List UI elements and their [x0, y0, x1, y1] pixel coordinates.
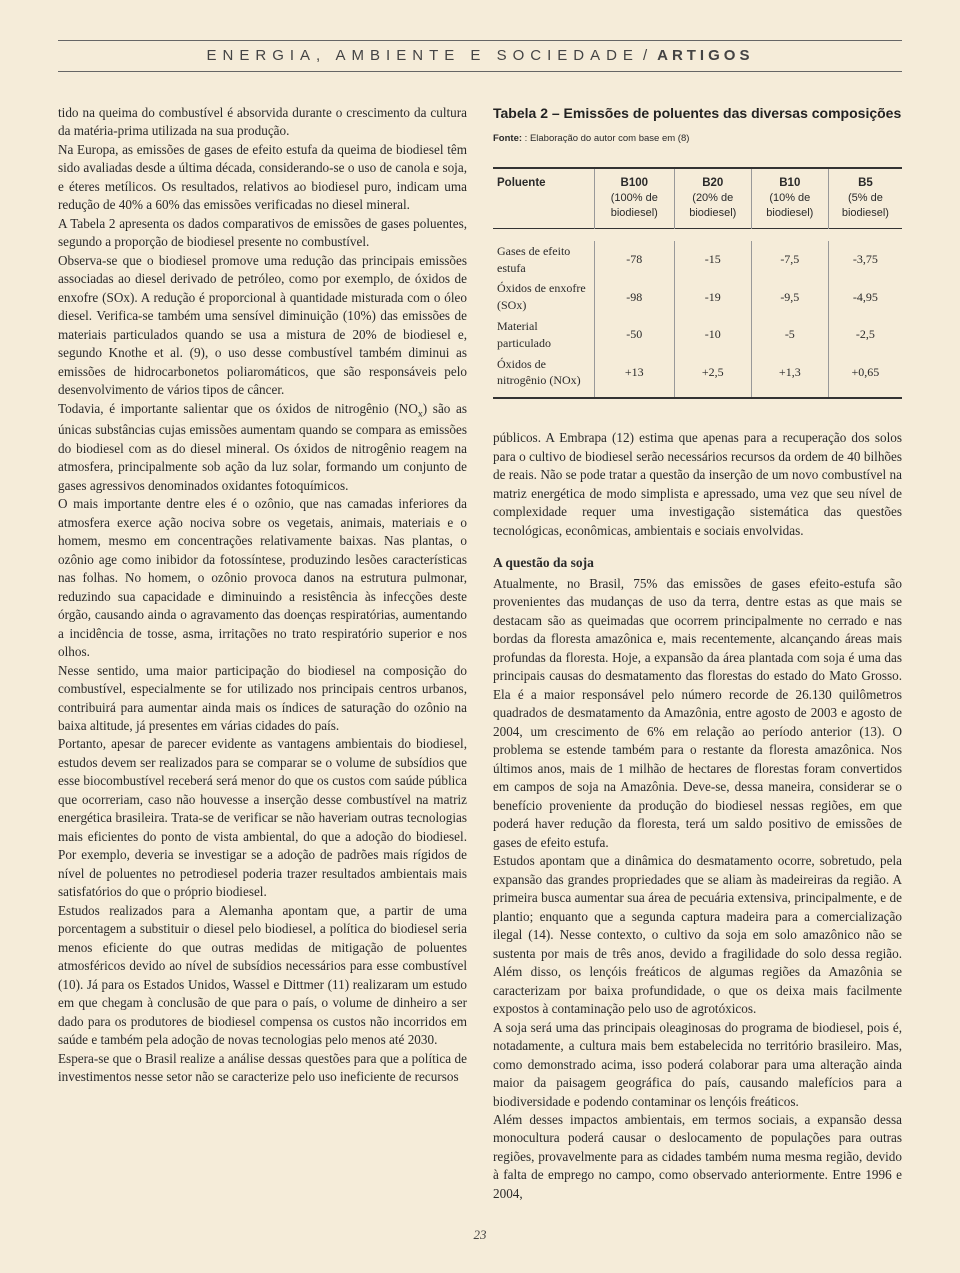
col-header-main: B20 — [702, 177, 723, 189]
source-text: : Elaboração do autor com base em (8) — [522, 133, 689, 144]
body-paragraph: Na Europa, as emissões de gases de efeit… — [58, 141, 467, 215]
col-header-b100: B100 (100% de biodiesel) — [594, 168, 674, 228]
left-column: tido na queima do combustível é absorvid… — [58, 104, 467, 1203]
section-header: ENERGIA, AMBIENTE E SOCIEDADE / ARTIGOS — [58, 40, 902, 72]
body-paragraph: Portanto, apesar de parecer evidente as … — [58, 735, 467, 901]
cell: +2,5 — [674, 354, 751, 399]
cell: -2,5 — [828, 316, 902, 354]
cell: +13 — [594, 354, 674, 399]
body-paragraph: Estudos apontam que a dinâmica do desmat… — [493, 852, 902, 1018]
table-row: Gases de efeito estufa -78 -15 -7,5 -3,7… — [493, 241, 902, 279]
row-label: Gases de efeito estufa — [493, 241, 594, 279]
body-paragraph: Além desses impactos ambientais, em term… — [493, 1111, 902, 1203]
source-label: Fonte: — [493, 133, 522, 144]
col-header-b20: B20 (20% de biodiesel) — [674, 168, 751, 228]
header-separator: / — [643, 47, 653, 64]
cell: -3,75 — [828, 241, 902, 279]
cell: +1,3 — [751, 354, 828, 399]
body-paragraph: Observa-se que o biodiesel promove uma r… — [58, 252, 467, 400]
col-header-main: B100 — [621, 177, 649, 189]
right-column: Tabela 2 – Emissões de poluentes das div… — [493, 104, 902, 1203]
cell: -50 — [594, 316, 674, 354]
table-source: Fonte: : Elaboração do autor com base em… — [493, 132, 902, 145]
header-section-name: ENERGIA, AMBIENTE E SOCIEDADE — [207, 47, 639, 64]
col-header-sub: (20% de biodiesel) — [679, 191, 747, 222]
col-header-sub: (100% de biodiesel) — [599, 191, 670, 222]
table-title: Tabela 2 – Emissões de poluentes das div… — [493, 104, 902, 124]
emissions-table: Poluente B100 (100% de biodiesel) B20 (2… — [493, 167, 902, 399]
section-heading: A questão da soja — [493, 554, 902, 573]
table-header-row: Poluente B100 (100% de biodiesel) B20 (2… — [493, 168, 902, 228]
cell: -7,5 — [751, 241, 828, 279]
col-header-main: B10 — [779, 177, 800, 189]
body-paragraph: A soja será uma das principais oleaginos… — [493, 1019, 902, 1111]
header-type: ARTIGOS — [657, 47, 753, 64]
two-column-layout: tido na queima do combustível é absorvid… — [58, 104, 902, 1203]
col-header-b5: B5 (5% de biodiesel) — [828, 168, 902, 228]
cell: +0,65 — [828, 354, 902, 399]
body-paragraph: A Tabela 2 apresenta os dados comparativ… — [58, 215, 467, 252]
cell: -19 — [674, 278, 751, 316]
cell: -78 — [594, 241, 674, 279]
row-label: Óxidos de nitrogênio (NOx) — [493, 354, 594, 399]
table-row: Material particulado -50 -10 -5 -2,5 — [493, 316, 902, 354]
table-row: Óxidos de enxofre (SOx) -98 -19 -9,5 -4,… — [493, 278, 902, 316]
body-paragraph: Todavia, é importante salientar que os ó… — [58, 400, 467, 495]
page-number: 23 — [58, 1227, 902, 1243]
body-paragraph: O mais importante dentre eles é o ozônio… — [58, 495, 467, 661]
body-paragraph: públicos. A Embrapa (12) estima que apen… — [493, 429, 902, 540]
col-header-sub: (10% de biodiesel) — [756, 191, 824, 222]
col-header-poluente: Poluente — [493, 168, 594, 228]
cell: -10 — [674, 316, 751, 354]
cell: -98 — [594, 278, 674, 316]
body-paragraph: tido na queima do combustível é absorvid… — [58, 104, 467, 141]
row-label: Material particulado — [493, 316, 594, 354]
cell: -5 — [751, 316, 828, 354]
body-paragraph: Estudos realizados para a Alemanha apont… — [58, 902, 467, 1050]
body-paragraph: Atualmente, no Brasil, 75% das emissões … — [493, 575, 902, 852]
cell: -9,5 — [751, 278, 828, 316]
body-paragraph: Espera-se que o Brasil realize a análise… — [58, 1050, 467, 1087]
cell: -15 — [674, 241, 751, 279]
col-header-sub: (5% de biodiesel) — [833, 191, 898, 222]
body-paragraph: Nesse sentido, uma maior participação do… — [58, 662, 467, 736]
col-header-main: B5 — [858, 177, 873, 189]
col-header-b10: B10 (10% de biodiesel) — [751, 168, 828, 228]
cell: -4,95 — [828, 278, 902, 316]
row-label: Óxidos de enxofre (SOx) — [493, 278, 594, 316]
text-fragment: Todavia, é importante salientar que os ó… — [58, 401, 418, 416]
table-row: Óxidos de nitrogênio (NOx) +13 +2,5 +1,3… — [493, 354, 902, 399]
